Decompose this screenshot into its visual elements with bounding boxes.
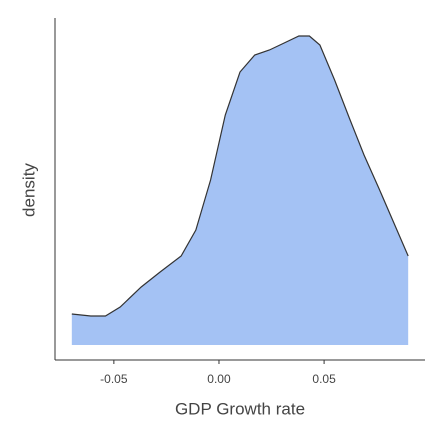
x-tick-label: 0.00 xyxy=(207,372,231,386)
y-axis-label: density xyxy=(19,163,38,217)
x-tick-label: -0.05 xyxy=(100,372,128,386)
x-tick-label: 0.05 xyxy=(312,372,336,386)
density-line xyxy=(71,35,409,317)
density-area xyxy=(71,36,409,345)
x-axis-label: GDP Growth rate xyxy=(175,399,305,418)
